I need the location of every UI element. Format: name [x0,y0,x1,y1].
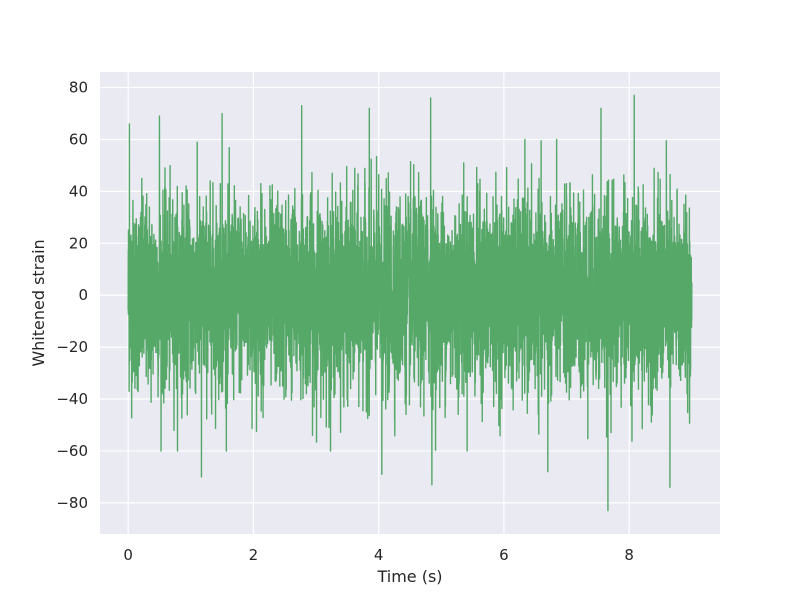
y-tick-label: −20 [56,338,88,356]
x-tick-label: 4 [374,546,384,564]
x-tick-label: 6 [499,546,509,564]
y-tick-label: −60 [56,442,88,460]
y-axis-label: Whitened strain [29,239,48,366]
series-group [127,94,693,512]
x-tick-label: 0 [123,546,133,564]
y-tick-label: −40 [56,390,88,408]
x-axis-ticks: 0 2 4 6 8 [123,546,634,564]
y-axis-ticks: −80 −60 −40 −20 0 20 40 60 80 [56,79,88,512]
series-line-strain [127,94,693,512]
y-tick-label: 60 [69,130,88,148]
x-tick-label: 8 [624,546,634,564]
y-tick-label: 80 [69,79,88,97]
y-tick-label: 20 [69,234,88,252]
y-tick-label: 0 [78,286,88,304]
x-axis-label: Time (s) [376,567,442,586]
y-tick-label: 40 [69,182,88,200]
x-tick-label: 2 [249,546,259,564]
y-tick-label: −80 [56,494,88,512]
